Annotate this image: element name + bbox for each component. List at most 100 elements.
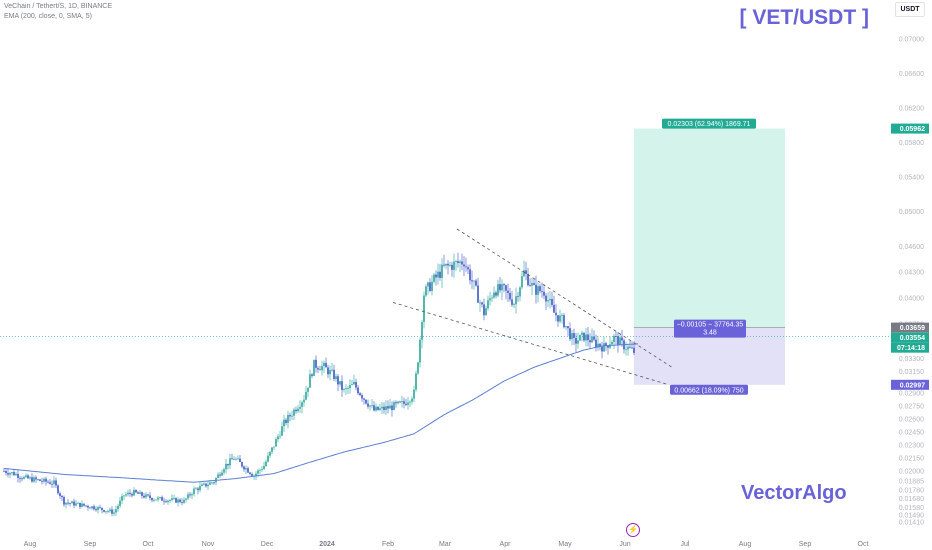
lightning-icon[interactable]: ⚡ <box>626 523 640 537</box>
candle-body <box>477 285 479 303</box>
candle-body <box>539 286 541 292</box>
center-label-line2: 3.48 <box>703 330 717 337</box>
candle-body <box>445 263 447 266</box>
candle-body <box>209 482 211 485</box>
candle-body <box>301 402 303 407</box>
candle-body <box>185 498 187 500</box>
candle-body <box>629 346 631 348</box>
candle-body <box>255 473 257 476</box>
candle-body <box>141 492 143 496</box>
time-tick-label: Aug <box>739 541 752 548</box>
candle-body <box>153 499 155 501</box>
candle-body <box>465 266 467 268</box>
candle-body <box>203 483 205 485</box>
candle-body <box>361 395 363 399</box>
candle-body <box>369 405 371 407</box>
candle-body <box>529 285 531 286</box>
candle-body <box>449 264 451 266</box>
candle-body <box>391 405 393 411</box>
candle-body <box>7 473 9 475</box>
price-tick-label: 0.05000 <box>899 209 924 216</box>
candle-body <box>33 477 35 482</box>
candle-body <box>549 299 551 301</box>
candle-body <box>199 485 201 491</box>
candle-body <box>17 474 19 478</box>
candle-body <box>335 376 337 379</box>
candle-body <box>179 499 181 502</box>
price-tick-label: 0.02150 <box>899 456 924 463</box>
currency-button[interactable]: USDT <box>895 2 925 17</box>
candle-body <box>113 512 115 514</box>
candle-body <box>147 494 149 496</box>
candle-body <box>497 284 499 296</box>
price-tick-label: 0.01885 <box>899 478 924 485</box>
current-price-label: 0.03554 <box>900 335 925 342</box>
candle-body <box>503 284 505 286</box>
candle-body <box>261 469 263 470</box>
candle-body <box>43 478 45 482</box>
candle-body <box>491 297 493 299</box>
candle-body <box>99 507 101 508</box>
price-tick-label: 0.06200 <box>899 106 924 113</box>
candle-body <box>567 326 569 329</box>
candle-body <box>271 447 273 452</box>
stop-price-label: 0.02997 <box>900 382 925 389</box>
candle-body <box>131 493 133 496</box>
candle-body <box>359 393 361 396</box>
candle-body <box>595 339 597 347</box>
candle-body <box>357 387 359 394</box>
candle-body <box>413 389 415 399</box>
center-label-box <box>674 319 746 338</box>
candle-body <box>535 284 537 295</box>
wedge-trendline <box>456 228 673 368</box>
candle-body <box>557 315 559 322</box>
candle-body <box>75 503 77 506</box>
candle-body <box>295 409 297 412</box>
candle-body <box>609 344 611 348</box>
candle-body <box>339 381 341 385</box>
candle-body <box>611 341 613 345</box>
candle-body <box>587 334 589 341</box>
time-tick-label: Feb <box>382 541 394 548</box>
candle-body <box>437 271 439 278</box>
candle-body <box>93 506 95 510</box>
candle-body <box>399 401 401 403</box>
candle-body <box>323 362 325 367</box>
candle-body <box>73 501 75 506</box>
candle-body <box>341 381 343 391</box>
candle-body <box>431 281 433 291</box>
candle-body <box>35 477 37 480</box>
candle-body <box>145 494 147 498</box>
candle-body <box>217 474 219 478</box>
target-price-label: 0.05962 <box>900 126 925 133</box>
candle-body <box>363 398 365 400</box>
candle-body <box>177 499 179 503</box>
candle-body <box>89 507 91 509</box>
price-tick-label: 0.02600 <box>899 417 924 424</box>
wedge-trendline <box>392 302 669 385</box>
candle-body <box>115 509 117 513</box>
price-axis <box>890 0 932 550</box>
candle-body <box>523 270 525 277</box>
candle-body <box>103 509 105 512</box>
candle-body <box>193 488 195 495</box>
candle-body <box>601 346 603 352</box>
countdown-label: 07:14:18 <box>897 345 925 352</box>
candle-body <box>101 507 103 510</box>
candle-body <box>321 366 323 371</box>
time-tick-label: Oct <box>143 541 154 548</box>
candle-body <box>583 332 585 341</box>
candle-body <box>397 401 399 404</box>
target-price-label-tag <box>891 123 929 134</box>
candle-body <box>251 473 253 476</box>
candle-body <box>563 315 565 328</box>
candle-body <box>463 264 465 267</box>
candle-body <box>29 477 31 479</box>
candle-body <box>5 471 7 474</box>
candle-body <box>257 470 259 474</box>
candle-body <box>303 399 305 403</box>
candle-body <box>265 461 267 467</box>
current-price-label-tag <box>891 332 929 343</box>
